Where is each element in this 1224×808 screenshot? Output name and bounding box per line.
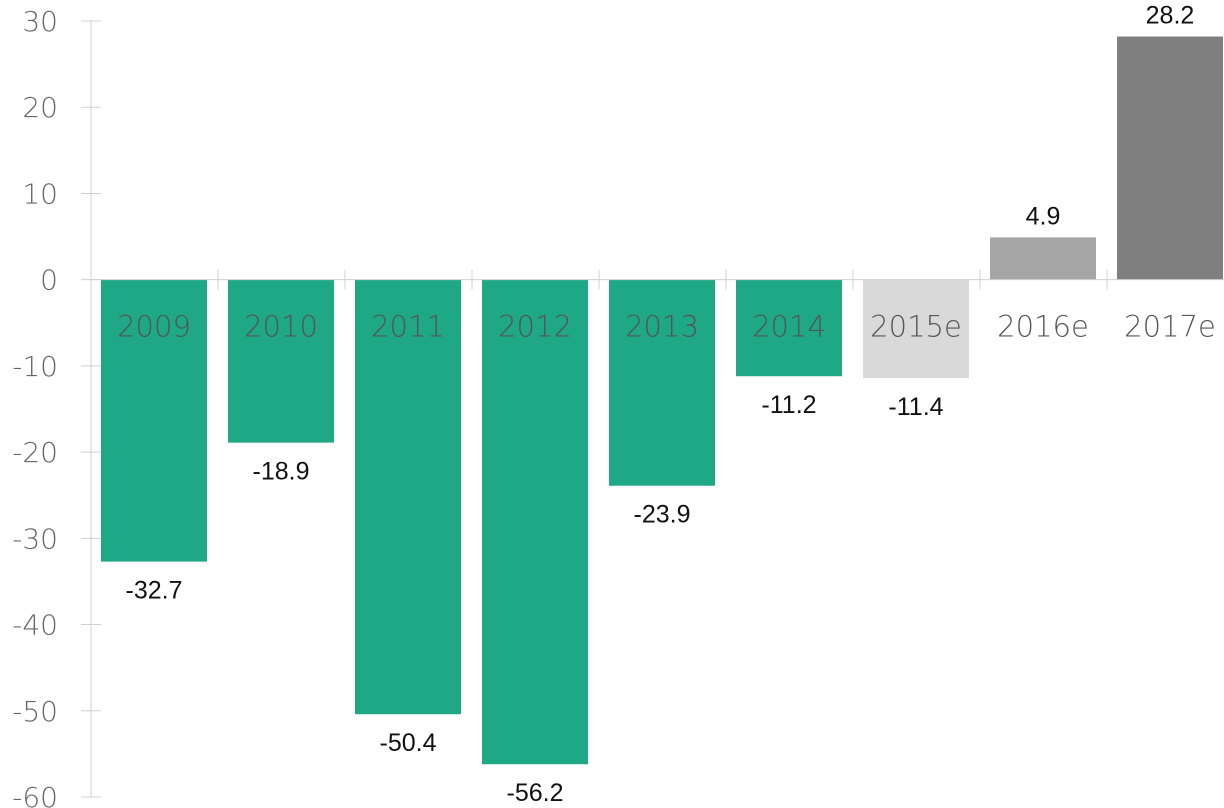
- category-label: 2013: [625, 310, 699, 344]
- y-tick-label: -20: [12, 436, 58, 469]
- data-label: -32.7: [126, 577, 183, 605]
- data-label: -18.9: [253, 458, 310, 486]
- data-label: -11.2: [761, 391, 816, 419]
- category-label: 2016e: [997, 310, 1089, 344]
- y-tick-label: 10: [22, 177, 58, 210]
- bar-2013: [609, 279, 715, 486]
- bar-2009: [101, 279, 207, 562]
- data-label: -56.2: [507, 779, 564, 807]
- y-tick-label: -40: [12, 609, 58, 642]
- data-label: -23.9: [634, 501, 691, 529]
- y-tick-label: 0: [40, 264, 58, 297]
- y-tick-label: -30: [12, 522, 58, 555]
- bar-2014: [736, 279, 842, 377]
- data-label: 4.9: [1026, 202, 1061, 230]
- y-tick-label: -60: [12, 781, 58, 808]
- data-label: -50.4: [380, 729, 437, 757]
- y-tick-label: -10: [12, 350, 58, 383]
- category-label: 2017e: [1124, 310, 1216, 344]
- category-label: 2015e: [870, 310, 962, 344]
- category-label: 2010: [244, 310, 318, 344]
- data-labels: -32.7 -18.9 -50.4 -56.2 -23.9 -11.2 -11.4 4.9 28…: [126, 2, 1195, 808]
- category-label: 2014: [752, 310, 826, 344]
- category-label: 2009: [117, 310, 191, 344]
- data-label: -11.4: [888, 393, 943, 421]
- bars: [101, 36, 1223, 765]
- category-label: 2011: [371, 310, 445, 344]
- y-tick-label: 20: [22, 91, 58, 124]
- bar-2010: [228, 279, 334, 443]
- bar-2015e: [863, 279, 969, 378]
- data-label: 28.2: [1146, 2, 1195, 30]
- bar-2017e: [1117, 36, 1223, 280]
- y-tick-label: -50: [12, 695, 58, 728]
- y-tick-label: 30: [22, 5, 58, 38]
- y-axis: 30 20 10 0 -10 -20 -30 -40 -50 -60: [12, 5, 101, 808]
- bar-2012: [482, 279, 588, 765]
- bar-2016e: [990, 237, 1096, 280]
- category-label: 2012: [498, 310, 572, 344]
- category-labels: 2009 2010 2011 2012 2013 2014 2015e 2016e 2017e: [117, 310, 1216, 344]
- bar-2011: [355, 279, 461, 715]
